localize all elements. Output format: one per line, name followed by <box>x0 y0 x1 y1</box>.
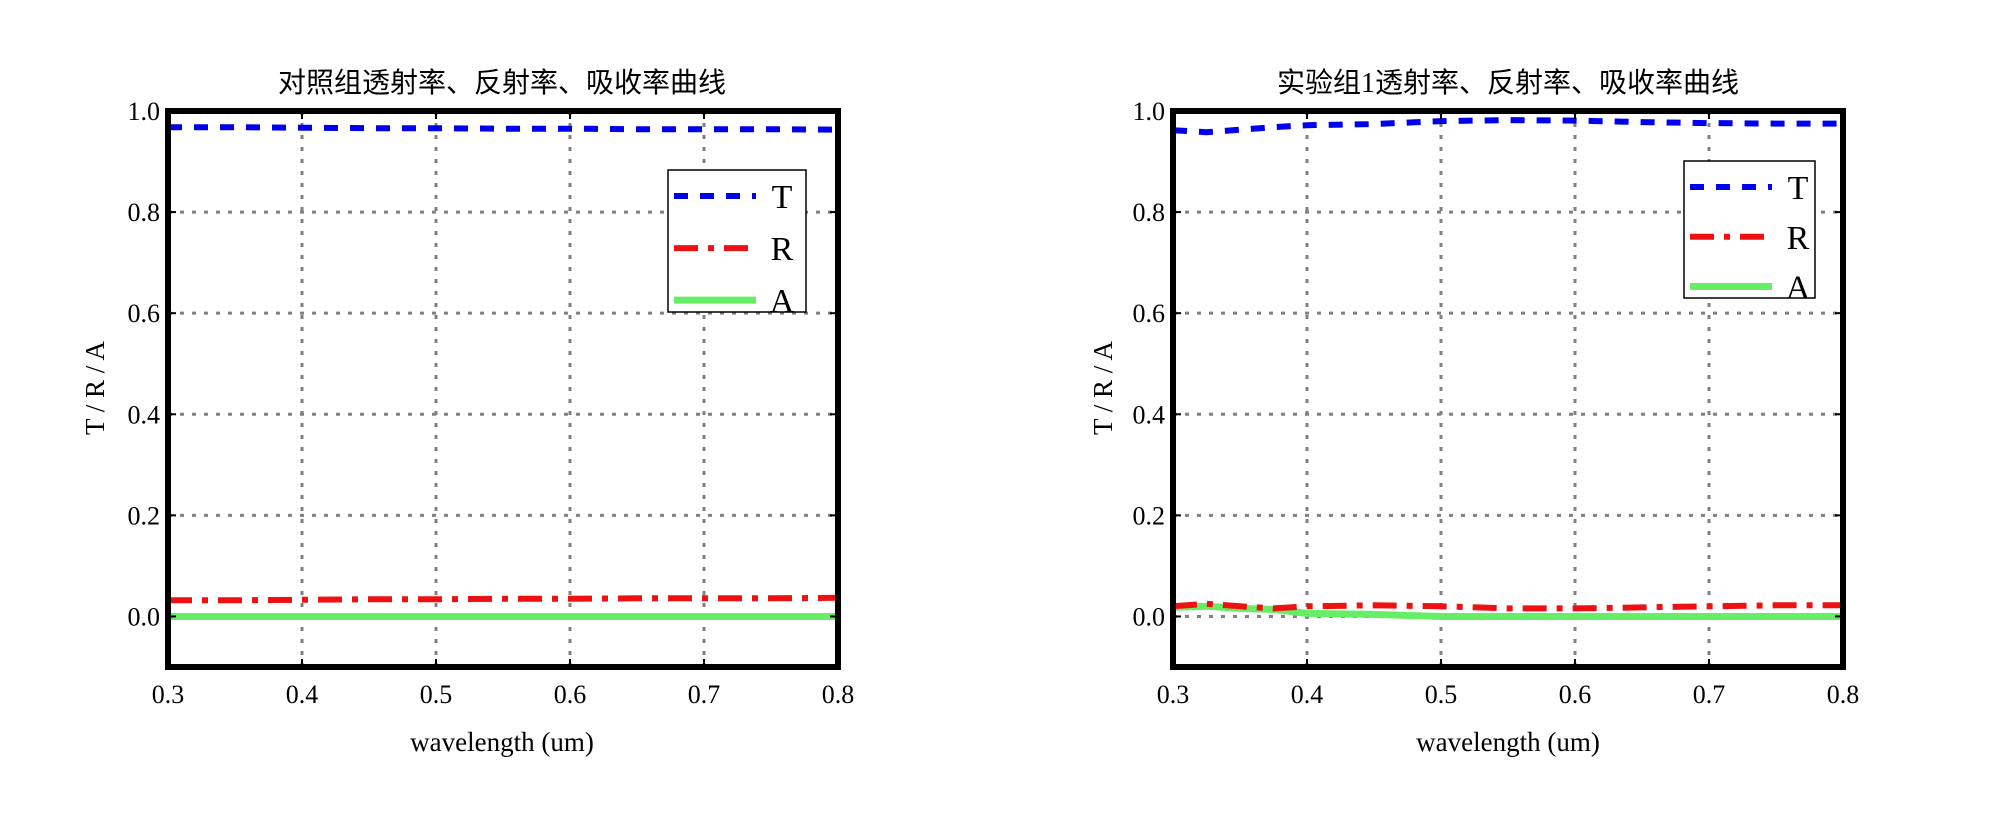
x-axis-label: wavelength (um) <box>410 727 594 757</box>
y-tick-labels: 0.0 0.2 0.4 0.6 0.8 1.0 <box>128 97 161 631</box>
y-axis-label: T / R / A <box>1088 340 1118 435</box>
chart-panel-control: 对照组透射率、反射率、吸收率曲线 0.3 0.4 0.5 0.6 0.7 0.8 0.00… <box>80 67 854 757</box>
y-tick-label: 0.6 <box>128 299 161 328</box>
y-tick-label: 0.0 <box>128 602 161 631</box>
y-axis-label: T / R / A <box>80 340 110 435</box>
x-axis-label: wavelength (um) <box>1416 727 1600 757</box>
series-line-T <box>168 124 839 133</box>
x-tick-label: 0.3 <box>152 680 185 709</box>
x-tick-label: 0.7 <box>1693 680 1726 709</box>
y-tick-labels: 0.0 0.2 0.4 0.6 0.8 1.0 <box>1133 97 1166 631</box>
legend-label-A: A <box>1786 270 1811 307</box>
x-tick-label: 0.6 <box>554 680 587 709</box>
y-tick-label: 0.8 <box>128 198 161 227</box>
series-layer <box>1172 117 1843 620</box>
legend-box <box>1683 160 1816 299</box>
legend-label-T: T <box>1788 170 1809 207</box>
y-tick-label: 1.0 <box>1133 97 1166 126</box>
tick-marks <box>1172 110 1844 667</box>
plot-frame <box>165 108 841 670</box>
y-tick-label: 0.4 <box>1133 400 1166 429</box>
plot-frame <box>1170 108 1846 670</box>
legend: TRA <box>1683 160 1816 307</box>
x-tick-labels: 0.3 0.4 0.5 0.6 0.7 0.8 <box>152 680 855 709</box>
y-tick-label: 0.4 <box>128 400 161 429</box>
x-tick-label: 0.3 <box>1157 680 1190 709</box>
x-tick-labels: 0.3 0.4 0.5 0.6 0.7 0.8 <box>1157 680 1860 709</box>
series-line-R <box>1172 600 1843 612</box>
y-tick-label: 0.6 <box>1133 299 1166 328</box>
y-tick-label: 0.0 <box>1133 602 1166 631</box>
chart-title: 对照组透射率、反射率、吸收率曲线 <box>278 67 726 99</box>
y-tick-label: 1.0 <box>128 97 161 126</box>
x-tick-label: 0.5 <box>420 680 453 709</box>
chart-panel-experiment-1: 实验组1透射率、反射率、吸收率曲线 0.3 0.4 0.5 0.6 0.7 0.8 0.0… <box>1088 67 1859 757</box>
tick-marks <box>167 110 839 667</box>
chart-title: 实验组1透射率、反射率、吸收率曲线 <box>1277 67 1739 99</box>
y-tick-label: 0.2 <box>128 501 161 530</box>
x-tick-label: 0.8 <box>822 680 855 709</box>
x-tick-label: 0.7 <box>688 680 721 709</box>
series-line-R <box>168 594 839 604</box>
x-tick-label: 0.8 <box>1827 680 1860 709</box>
y-tick-label: 0.8 <box>1133 198 1166 227</box>
legend: TRA <box>667 169 807 320</box>
legend-label-R: R <box>771 231 794 268</box>
legend-label-A: A <box>770 283 795 320</box>
grid-lines <box>1173 111 1843 667</box>
x-tick-label: 0.4 <box>286 680 319 709</box>
series-layer <box>168 124 839 620</box>
legend-label-R: R <box>1787 220 1810 257</box>
x-tick-label: 0.4 <box>1291 680 1324 709</box>
legend-label-T: T <box>772 179 793 216</box>
x-tick-label: 0.5 <box>1425 680 1458 709</box>
y-tick-label: 0.2 <box>1133 501 1166 530</box>
series-line-T <box>1172 117 1843 136</box>
x-tick-label: 0.6 <box>1559 680 1592 709</box>
